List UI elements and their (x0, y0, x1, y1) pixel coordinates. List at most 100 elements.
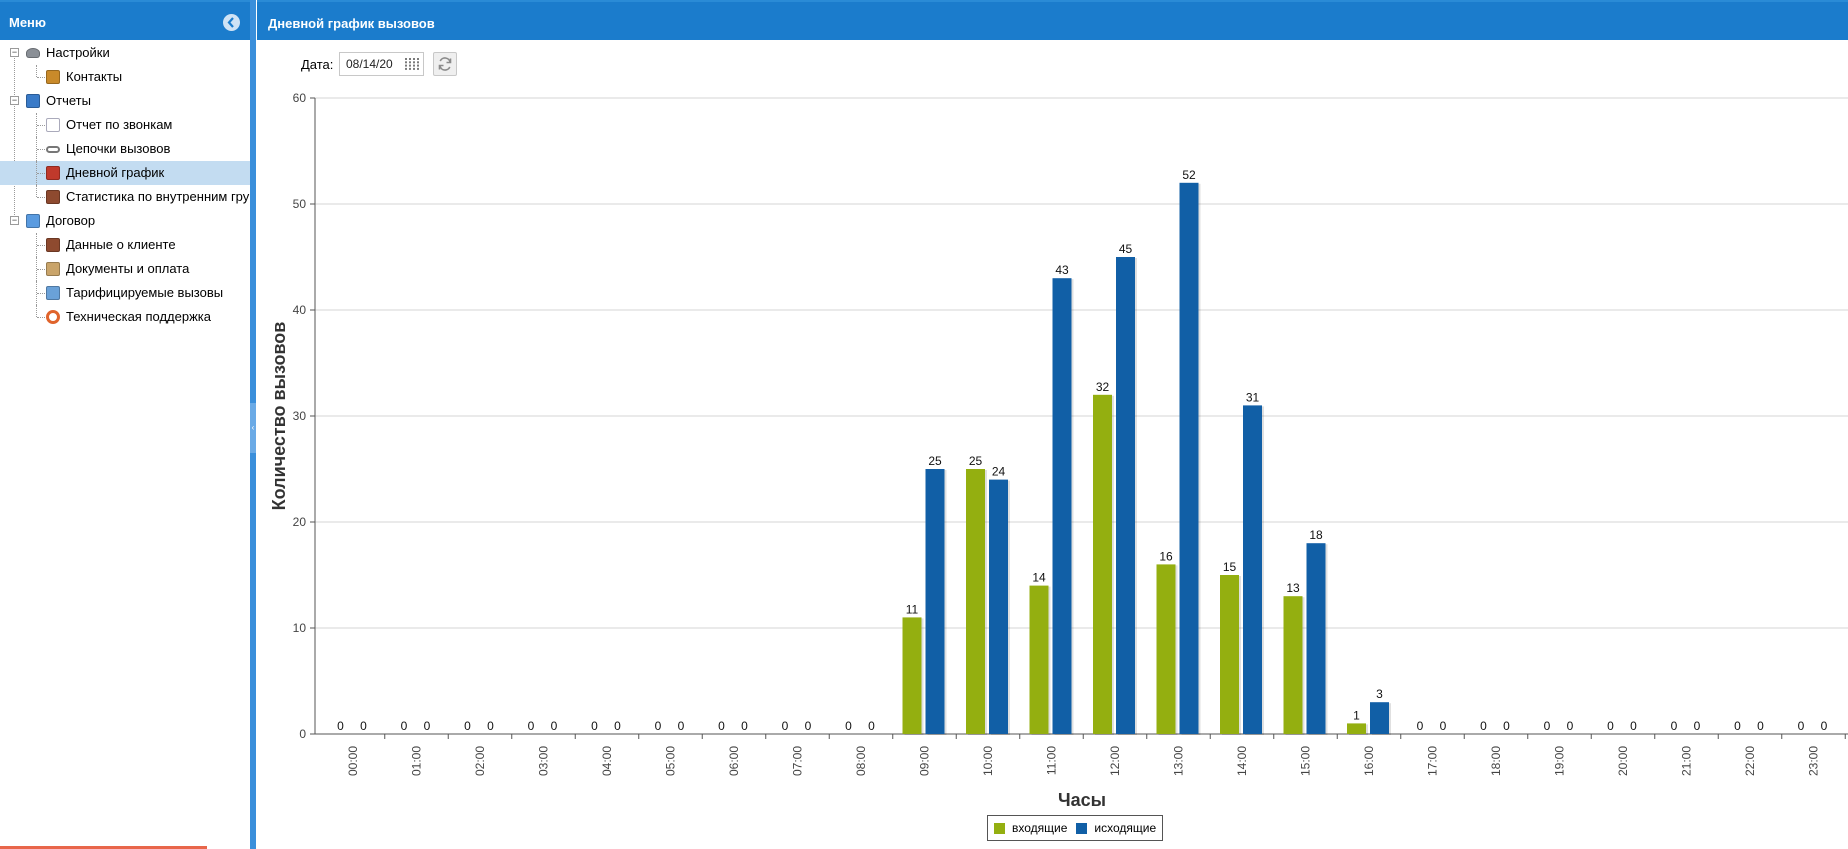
data-label: 24 (992, 465, 1006, 479)
data-label: 14 (1032, 571, 1046, 585)
bar-outgoing[interactable] (925, 469, 945, 734)
bar-outgoing[interactable] (989, 479, 1008, 734)
data-label: 15 (1223, 560, 1237, 574)
refresh-button[interactable] (433, 52, 457, 76)
sidebar-item-10[interactable]: Документы и оплата (0, 257, 250, 281)
collapse-node-icon[interactable]: − (10, 215, 19, 225)
sidebar-header: Меню (0, 0, 250, 40)
bar-outgoing[interactable] (1306, 543, 1326, 734)
bar-incoming[interactable] (1156, 564, 1176, 734)
x-tick-label: 09:00 (918, 746, 932, 776)
sidebar-item-12[interactable]: Техническая поддержка (0, 305, 250, 329)
data-label: 0 (1440, 719, 1447, 733)
x-tick-label: 20:00 (1616, 746, 1630, 776)
collapse-sidebar-button[interactable] (223, 14, 240, 31)
data-label: 11 (906, 602, 919, 616)
x-tick-label: 12:00 (1108, 746, 1122, 776)
sidebar-item-6[interactable]: Дневной график (0, 161, 250, 185)
calendar-icon (405, 58, 419, 70)
bar-outgoing[interactable] (1243, 405, 1262, 734)
y-tick-label: 20 (293, 515, 307, 529)
reports-icon (26, 94, 40, 108)
data-label: 0 (1544, 719, 1551, 733)
sidebar-item-11[interactable]: Тарифицируемые вызовы (0, 281, 250, 305)
data-label: 0 (1734, 719, 1741, 733)
bar-incoming[interactable] (902, 617, 922, 734)
data-label: 0 (1417, 719, 1424, 733)
bar-chart-icon (46, 166, 60, 180)
x-tick-label: 02:00 (473, 746, 487, 776)
data-label: 0 (1503, 719, 1510, 733)
sidebar-item-5[interactable]: Цепочки вызовов (0, 137, 250, 161)
x-tick-label: 14:00 (1235, 746, 1249, 776)
sidebar-item-label: Техническая поддержка (66, 309, 211, 324)
bar-incoming[interactable] (1093, 394, 1112, 734)
navigation-tree: − Настройки Контакты − Отчеты Отчет по звонка… (0, 41, 250, 339)
sidebar-title: Меню (9, 15, 47, 30)
chevron-left-icon (227, 17, 234, 28)
payment-icon (46, 262, 60, 276)
support-icon (46, 310, 60, 324)
legend-swatch-incoming (994, 822, 1005, 834)
splitter-collapse-handle[interactable]: ‹ (250, 403, 256, 453)
sidebar-item-label: Отчеты (46, 93, 91, 108)
data-label: 13 (1286, 581, 1300, 595)
data-label: 0 (782, 719, 789, 733)
x-tick-label: 23:00 (1807, 746, 1821, 776)
date-picker (339, 52, 424, 76)
settings-icon (26, 48, 40, 58)
data-label: 25 (928, 454, 942, 468)
data-label: 0 (805, 719, 812, 733)
main-panel: Дневной график вызовов Дата: (257, 0, 1848, 849)
sidebar-item-7[interactable]: Статистика по внутренним гру (0, 185, 250, 209)
x-tick-label: 22:00 (1743, 746, 1757, 776)
document-icon (46, 118, 60, 132)
data-label: 0 (1607, 719, 1614, 733)
x-tick-label: 10:00 (981, 746, 995, 776)
bar-outgoing[interactable] (1370, 702, 1389, 734)
sidebar-item-2[interactable]: Контакты (0, 65, 250, 89)
sidebar-item-1[interactable]: − Настройки (0, 41, 250, 65)
calendar-button[interactable] (401, 53, 423, 75)
sidebar-item-label: Тарифицируемые вызовы (66, 285, 224, 300)
sidebar-item-8[interactable]: − Договор (0, 209, 250, 233)
data-label: 18 (1309, 528, 1323, 542)
sidebar-item-3[interactable]: − Отчеты (0, 89, 250, 113)
refresh-icon (438, 57, 452, 71)
x-tick-label: 18:00 (1489, 746, 1503, 776)
sidebar-item-label: Договор (46, 213, 96, 228)
bar-outgoing[interactable] (1052, 278, 1072, 734)
x-axis-title: Часы (1058, 790, 1106, 810)
collapse-node-icon[interactable]: − (10, 95, 19, 105)
bar-incoming[interactable] (1029, 585, 1049, 734)
date-input[interactable] (340, 53, 406, 75)
sidebar-splitter[interactable]: ‹ (250, 0, 256, 849)
y-axis-title: Количество вызовов (269, 322, 289, 511)
sidebar-item-label: Настройки (46, 45, 110, 60)
x-tick-label: 17:00 (1426, 746, 1440, 776)
x-tick-label: 21:00 (1680, 746, 1694, 776)
legend-label-outgoing: исходящие (1094, 821, 1157, 835)
date-label: Дата: (301, 57, 334, 72)
page-title: Дневной график вызовов (257, 0, 1848, 40)
data-label: 0 (401, 719, 408, 733)
data-label: 0 (591, 719, 598, 733)
bar-outgoing[interactable] (1116, 257, 1135, 734)
sidebar-item-label: Контакты (66, 69, 123, 84)
sidebar-item-label: Данные о клиенте (66, 237, 176, 252)
data-label: 0 (528, 719, 535, 733)
sidebar-item-4[interactable]: Отчет по звонкам (0, 113, 250, 137)
legend-item-outgoing[interactable]: исходящие (1076, 821, 1156, 835)
legend-item-incoming[interactable]: входящие (994, 821, 1067, 835)
collapse-node-icon[interactable]: − (10, 47, 19, 57)
bar-incoming[interactable] (1283, 596, 1303, 734)
data-label: 0 (868, 719, 875, 733)
bar-incoming[interactable] (1347, 723, 1366, 734)
bar-incoming[interactable] (1220, 575, 1239, 734)
chart-data-labels: 0 0 0 0 0 0 0 0 0 0 0 0 0 0 0 0 0 0 11 25 25 24 14 43 32 45 16 52 15… (337, 168, 1828, 733)
sidebar-item-9[interactable]: Данные о клиенте (0, 233, 250, 257)
sidebar-item-label: Дневной график (66, 165, 165, 180)
bar-incoming[interactable] (966, 469, 985, 734)
bar-outgoing[interactable] (1179, 182, 1199, 735)
chart-legend: входящие исходящие (987, 815, 1164, 841)
